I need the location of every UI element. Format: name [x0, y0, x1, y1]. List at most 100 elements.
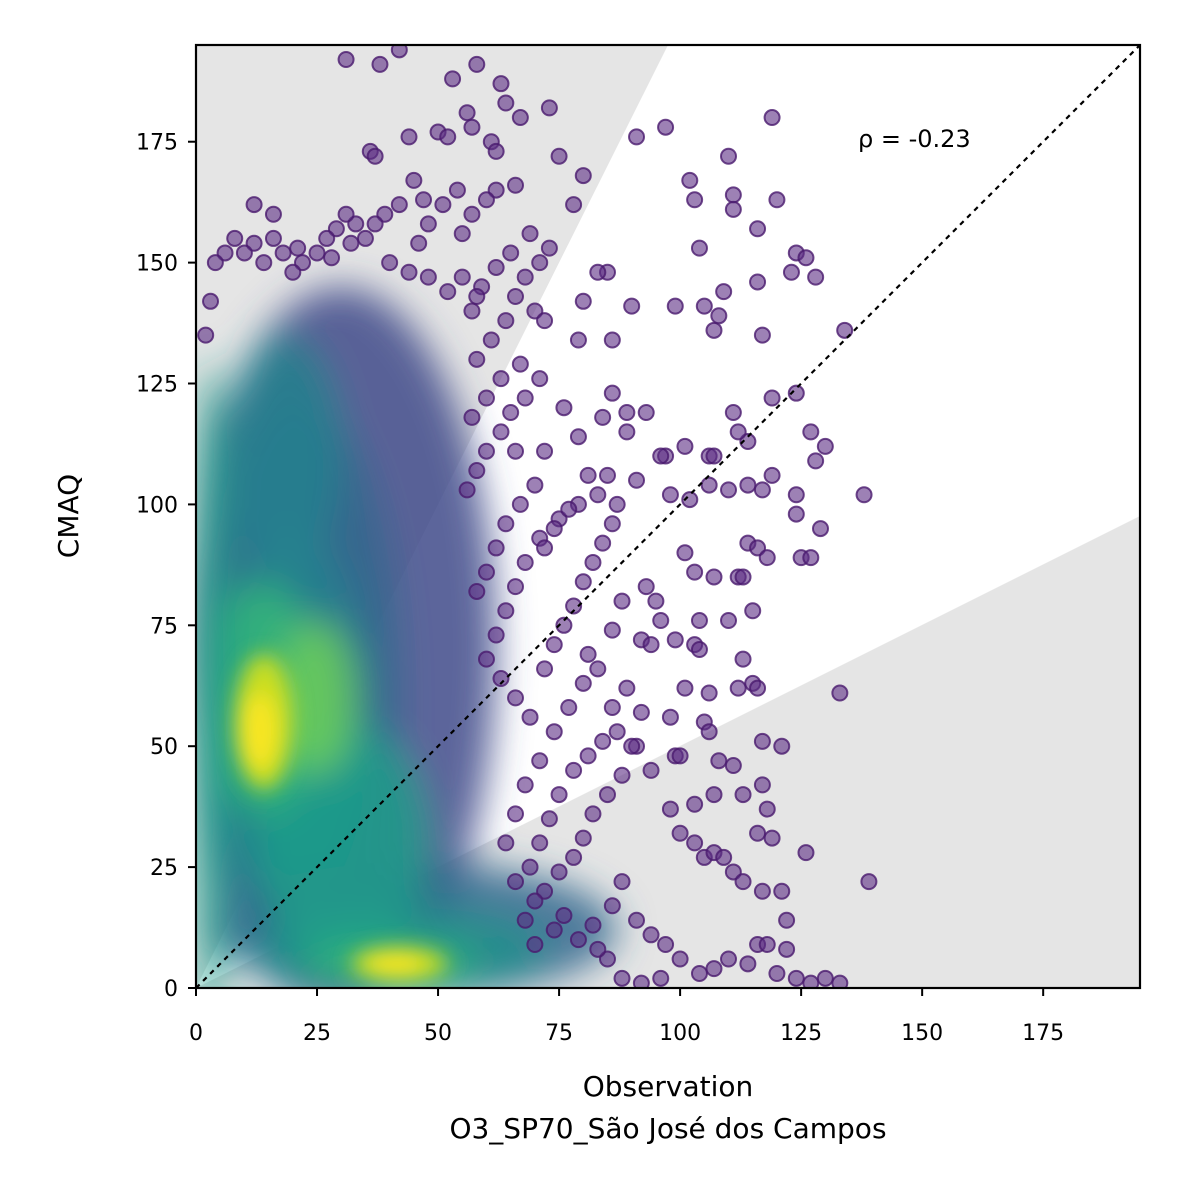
scatter-point — [628, 128, 646, 146]
scatter-point — [720, 147, 738, 165]
scatter-point — [589, 660, 607, 678]
scatter-point — [569, 331, 587, 349]
scatter-point — [749, 273, 767, 291]
scatter-point — [410, 234, 428, 252]
scatter-point — [768, 191, 786, 209]
scatter-point — [381, 254, 399, 272]
scatter-point — [613, 766, 631, 784]
scatter-point — [661, 486, 679, 504]
scatter-point — [618, 679, 636, 697]
scatter-point — [797, 249, 815, 267]
scatter-point — [555, 399, 573, 417]
y-tick-label: 0 — [164, 977, 178, 1002]
scatter-point — [642, 926, 660, 944]
scatter-point — [860, 873, 878, 891]
scatter-point — [487, 539, 505, 557]
scatter-point — [686, 563, 704, 581]
scatter-point — [526, 892, 544, 910]
y-tick-label: 175 — [136, 131, 178, 156]
x-axis-sublabel: O3_SP70_São José dos Campos — [449, 1112, 886, 1145]
scatter-point — [516, 268, 534, 286]
scatter-point — [594, 534, 612, 552]
scatter-point — [468, 462, 486, 480]
scatter-point — [608, 495, 626, 513]
scatter-point — [463, 302, 481, 320]
scatter-point — [197, 326, 215, 344]
scatter-point — [502, 404, 520, 422]
scatter-point — [666, 297, 684, 315]
scatter-point — [284, 263, 302, 281]
y-tick-label: 125 — [136, 373, 178, 398]
scatter-point — [758, 549, 776, 567]
scatter-point — [550, 863, 568, 881]
scatter-point — [487, 626, 505, 644]
x-axis: 0 25 50 75 100 125 150 175 — [189, 988, 1064, 1046]
scatter-point — [545, 520, 563, 538]
scatter-point — [700, 476, 718, 494]
scatter-point — [521, 225, 539, 243]
scatter-point — [671, 824, 689, 842]
scatter-point — [749, 679, 767, 697]
scatter-point — [753, 481, 771, 499]
scatter-point — [439, 283, 457, 301]
scatter-point — [400, 128, 418, 146]
scatter-point — [724, 186, 742, 204]
scatter-point — [637, 578, 655, 596]
scatter-point — [715, 283, 733, 301]
scatter-point — [584, 553, 602, 571]
scatter-point — [555, 906, 573, 924]
scatter-point — [744, 602, 762, 620]
scatter-point — [652, 969, 670, 987]
scatter-point — [468, 350, 486, 368]
scatter-point — [782, 263, 800, 281]
scatter-point — [453, 225, 471, 243]
scatter-point — [516, 911, 534, 929]
density-hotspot — [365, 951, 424, 976]
scatter-point — [448, 181, 466, 199]
scatter-point — [836, 321, 854, 339]
scatter-point — [724, 757, 742, 775]
scatter-point — [734, 568, 752, 586]
scatter-point — [531, 752, 549, 770]
scatter-point — [807, 268, 825, 286]
scatter-point — [773, 737, 791, 755]
scatter-point — [235, 244, 253, 262]
scatter-point — [206, 254, 224, 272]
scatter-point — [705, 960, 723, 978]
x-tick-label: 75 — [545, 1021, 573, 1046]
scatter-point — [831, 684, 849, 702]
scatter-point — [507, 176, 525, 194]
scatter-point — [686, 795, 704, 813]
scatter-point — [574, 674, 592, 692]
scatter-point — [802, 549, 820, 567]
scatter-point — [613, 969, 631, 987]
scatter-point — [700, 684, 718, 702]
scatter-point — [589, 486, 607, 504]
scatter-point — [477, 650, 495, 668]
scatter-point — [710, 752, 728, 770]
scatter-point — [681, 171, 699, 189]
scatter-point — [531, 834, 549, 852]
scatter-point — [594, 408, 612, 426]
scatter-point — [797, 844, 815, 862]
scatter-point — [366, 215, 384, 233]
scatter-point — [289, 239, 307, 257]
scatter-point — [565, 848, 583, 866]
scatter-point — [366, 147, 384, 165]
scatter-point — [676, 679, 694, 697]
scatter-point — [337, 51, 355, 69]
scatter-point — [734, 650, 752, 668]
scatter-point — [264, 205, 282, 223]
scatter-point — [778, 940, 796, 958]
scatter-point — [690, 640, 708, 658]
scatter-point — [540, 239, 558, 257]
scatter-point — [565, 597, 583, 615]
scatter-point — [787, 505, 805, 523]
scatter-point — [603, 331, 621, 349]
scatter-point — [613, 873, 631, 891]
scatter-point — [763, 466, 781, 484]
scatter-point — [763, 829, 781, 847]
scatter-point — [715, 848, 733, 866]
scatter-point — [545, 723, 563, 741]
density-hotspot — [239, 693, 279, 771]
